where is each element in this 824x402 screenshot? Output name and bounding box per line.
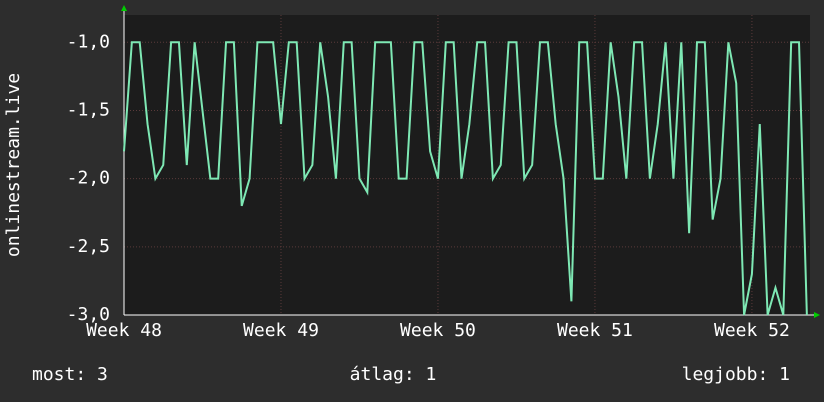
y-axis-arrow — [121, 5, 127, 11]
y-tick-label: -2,0 — [67, 168, 110, 189]
series-line — [123, 41, 808, 316]
x-axis-arrow — [814, 312, 820, 318]
y-tick-label: -1,5 — [67, 99, 110, 120]
plot-area — [124, 15, 810, 315]
y-tick-label: -2,5 — [67, 236, 110, 257]
x-tick-label: Week 49 — [243, 320, 319, 341]
y-axis-label: onlinestream.live — [3, 73, 24, 257]
y-tick-label: -1,0 — [67, 31, 110, 52]
x-tick-label: Week 48 — [86, 320, 162, 341]
stat-best: legjobb: 1 — [682, 364, 790, 385]
x-tick-label: Week 52 — [714, 320, 790, 341]
x-tick-label: Week 50 — [400, 320, 476, 341]
y-tick-label: -3,0 — [67, 304, 110, 325]
stat-current: most: 3 — [32, 364, 108, 385]
stat-average: átlag: 1 — [350, 364, 437, 385]
x-tick-label: Week 51 — [557, 320, 633, 341]
